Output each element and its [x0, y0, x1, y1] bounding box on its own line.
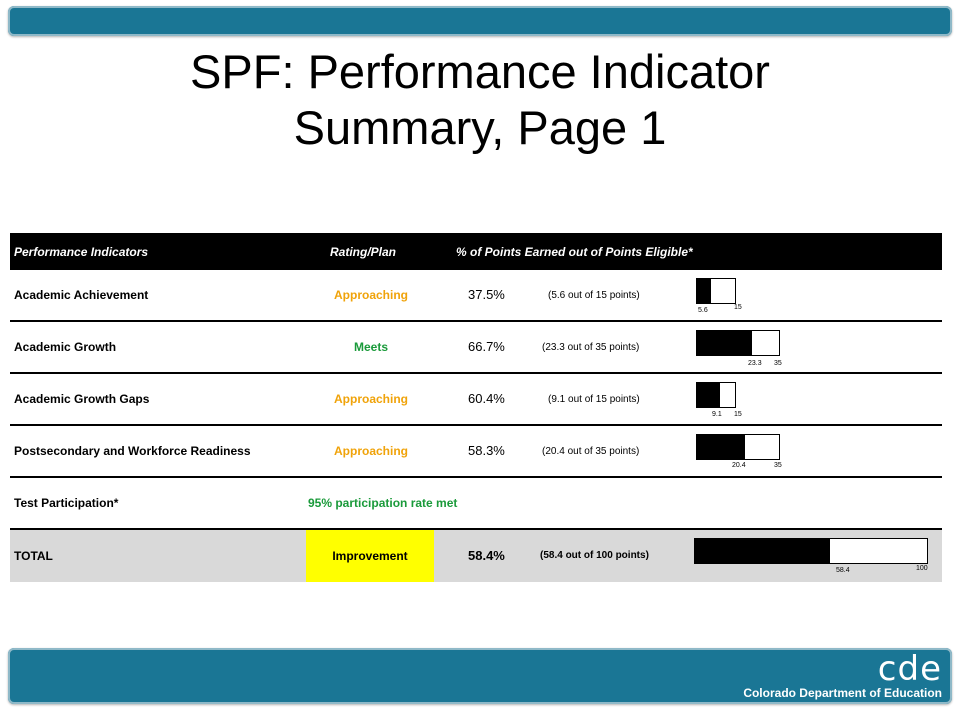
- total-label: TOTAL: [14, 549, 53, 563]
- performance-table: Performance Indicators Rating/Plan % of …: [10, 233, 942, 582]
- table-row: Academic Growth Meets 66.7% (23.3 out of…: [10, 322, 942, 374]
- table-row: Academic Achievement Approaching 37.5% (…: [10, 270, 942, 322]
- slide-title: SPF: Performance Indicator Summary, Page…: [0, 44, 960, 156]
- eligible-label: 15: [734, 304, 742, 311]
- indicator-name: Postsecondary and Workforce Readiness: [14, 444, 251, 458]
- earned-label: 23.3: [748, 360, 762, 367]
- eligible-label: 100: [916, 565, 928, 572]
- table-header: Performance Indicators Rating/Plan % of …: [10, 233, 942, 270]
- percent-value: 60.4%: [468, 391, 505, 406]
- participation-row: Test Participation* 95% participation ra…: [10, 478, 942, 530]
- points-bar: [696, 330, 780, 356]
- rating-value: Approaching: [334, 392, 408, 406]
- percent-value: 58.3%: [468, 443, 505, 458]
- points-bar-fill: [697, 383, 721, 407]
- header-points: % of Points Earned out of Points Eligibl…: [456, 245, 693, 259]
- points-text: (23.3 out of 35 points): [542, 342, 640, 353]
- title-line-2: Summary, Page 1: [293, 101, 667, 154]
- eligible-label: 15: [734, 411, 742, 418]
- points-text: (20.4 out of 35 points): [542, 446, 640, 457]
- points-bar-fill: [697, 331, 752, 355]
- percent-value: 66.7%: [468, 339, 505, 354]
- total-rating: Improvement: [306, 530, 434, 582]
- percent-value: 37.5%: [468, 287, 505, 302]
- top-banner: [8, 6, 952, 36]
- bottom-banner: [8, 648, 952, 704]
- points-bar: [696, 278, 736, 304]
- points-text: (5.6 out of 15 points): [548, 290, 640, 301]
- earned-label: 9.1: [712, 411, 722, 418]
- cde-logo: cde Colorado Department of Education: [742, 652, 942, 700]
- total-points-bar: [694, 538, 928, 564]
- earned-label: 5.6: [698, 307, 708, 314]
- points-bar-fill: [697, 279, 712, 303]
- rating-value: Approaching: [334, 444, 408, 458]
- total-points-text: (58.4 out of 100 points): [540, 550, 649, 561]
- participation-value: 95% participation rate met: [308, 496, 458, 510]
- table-row: Academic Growth Gaps Approaching 60.4% (…: [10, 374, 942, 426]
- total-row: TOTAL Improvement 58.4% (58.4 out of 100…: [10, 530, 942, 582]
- indicator-name: Academic Growth: [14, 340, 117, 354]
- header-rating: Rating/Plan: [330, 245, 397, 259]
- earned-label: 58.4: [836, 567, 850, 574]
- eligible-label: 35: [774, 462, 782, 469]
- title-line-1: SPF: Performance Indicator: [190, 45, 770, 98]
- rating-value: Meets: [353, 340, 388, 354]
- rating-value: Approaching: [334, 288, 408, 302]
- logo-mark: cde: [877, 649, 942, 689]
- points-bar-fill: [695, 539, 831, 563]
- points-text: (9.1 out of 15 points): [548, 394, 640, 405]
- earned-label: 20.4: [732, 462, 746, 469]
- total-percent: 58.4%: [468, 548, 505, 563]
- indicator-name: Academic Achievement: [14, 288, 149, 302]
- eligible-label: 35: [774, 360, 782, 367]
- points-bar: [696, 382, 736, 408]
- header-indicators: Performance Indicators: [14, 245, 149, 259]
- indicator-name: Academic Growth Gaps: [14, 392, 150, 406]
- logo-name: Colorado Department of Education: [743, 686, 942, 700]
- points-bar-fill: [697, 435, 745, 459]
- points-bar: [696, 434, 780, 460]
- participation-label: Test Participation*: [14, 496, 119, 510]
- table-row: Postsecondary and Workforce Readiness Ap…: [10, 426, 942, 478]
